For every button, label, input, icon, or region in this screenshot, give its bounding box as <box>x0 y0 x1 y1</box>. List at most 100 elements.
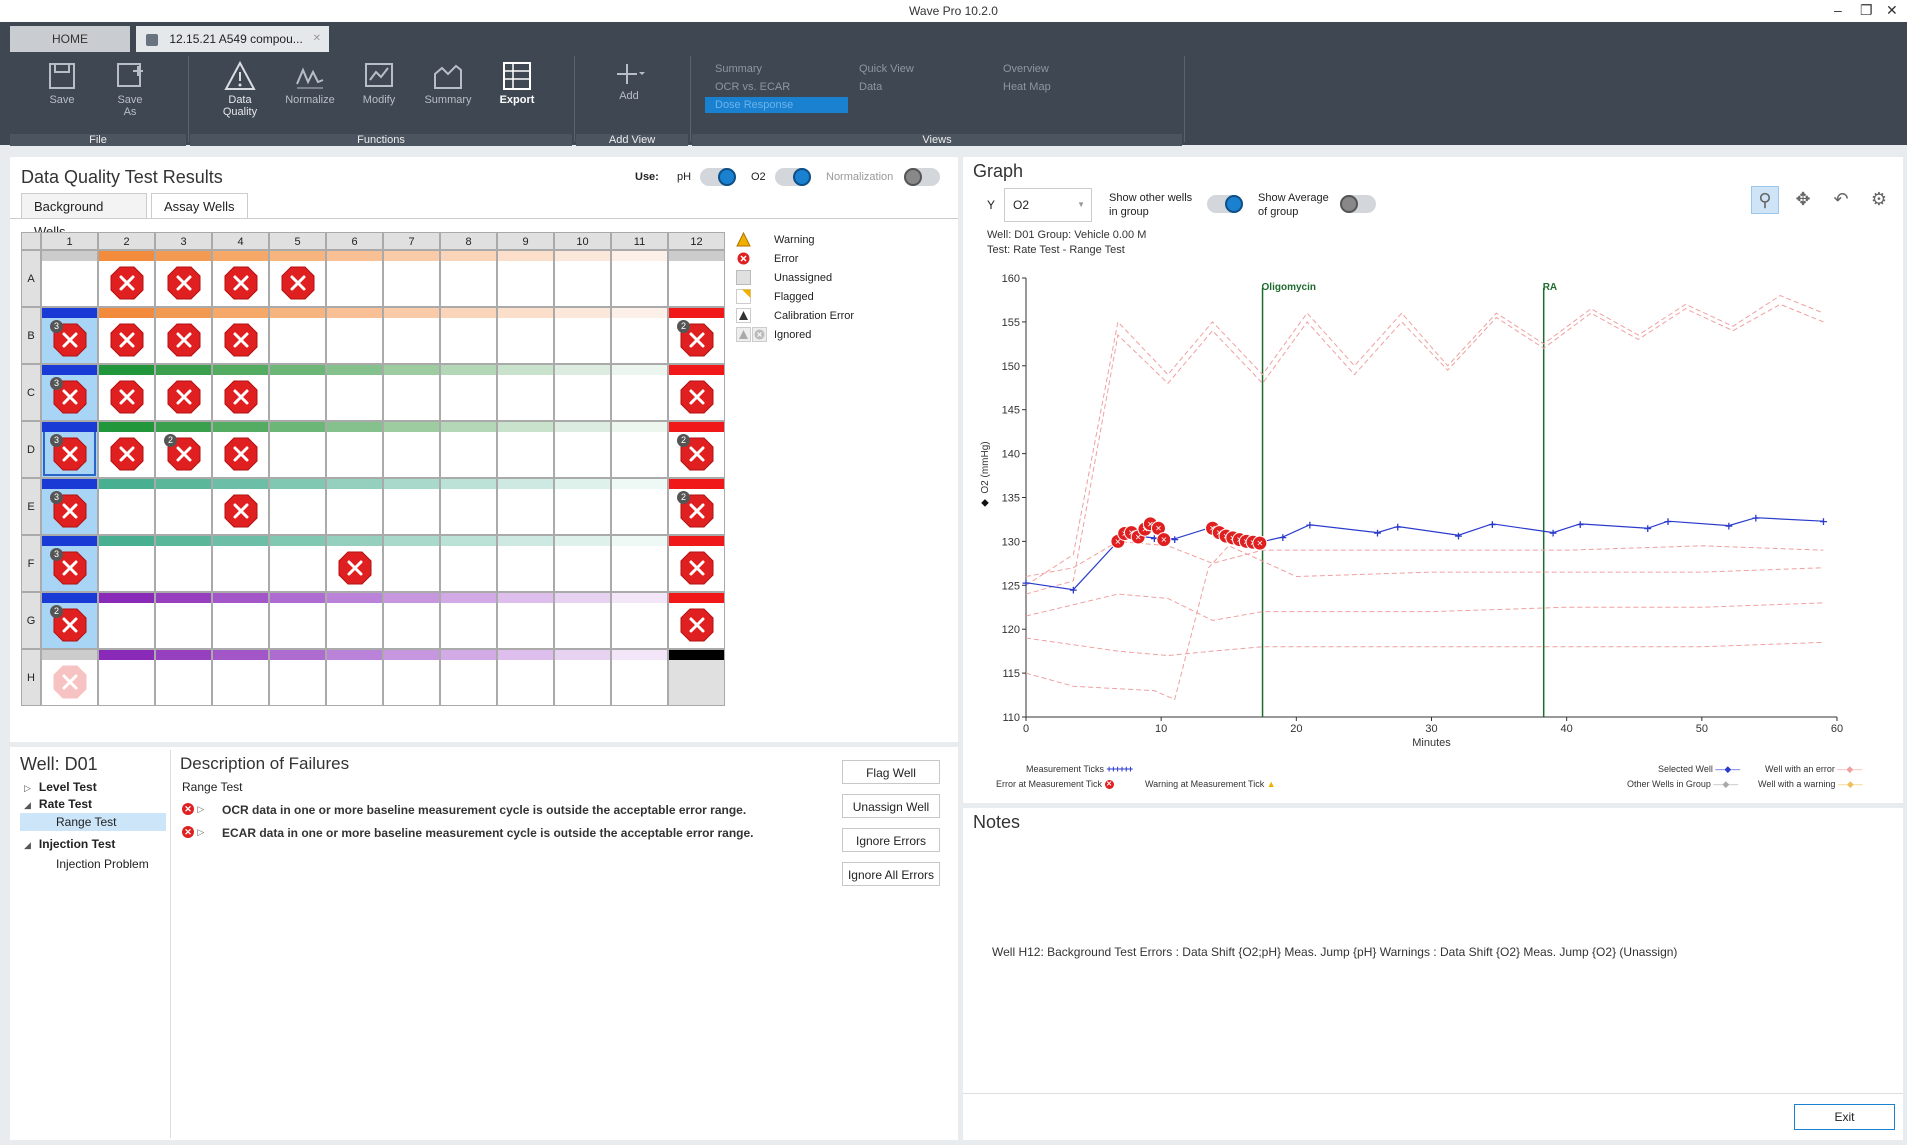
plate-well[interactable] <box>383 250 440 307</box>
plate-well[interactable] <box>668 649 725 706</box>
plate-well[interactable] <box>98 307 155 364</box>
restore-icon[interactable]: ❐ <box>1860 2 1873 18</box>
plate-column-header[interactable]: 4 <box>212 232 269 250</box>
plate-well[interactable] <box>98 421 155 478</box>
export-button[interactable]: Export <box>487 60 547 106</box>
plate-well[interactable] <box>611 535 668 592</box>
plate-well[interactable] <box>269 592 326 649</box>
plate-well[interactable]: 3 <box>41 421 98 478</box>
plate-well[interactable] <box>554 364 611 421</box>
plate-well[interactable] <box>554 592 611 649</box>
plate-well[interactable] <box>269 250 326 307</box>
plate-row-header[interactable]: F <box>21 535 41 592</box>
pan-icon[interactable]: ✥ <box>1795 189 1811 209</box>
y-axis-select[interactable]: O2 ▼ <box>1004 188 1092 222</box>
exit-button[interactable]: Exit <box>1794 1104 1895 1130</box>
plate-well[interactable] <box>326 250 383 307</box>
plate-well[interactable] <box>212 649 269 706</box>
plate-well[interactable] <box>155 478 212 535</box>
plate-row-header[interactable]: G <box>21 592 41 649</box>
plate-well[interactable] <box>326 592 383 649</box>
plate-well[interactable] <box>611 478 668 535</box>
plate-well[interactable] <box>155 649 212 706</box>
plate-well[interactable] <box>497 649 554 706</box>
summary-button[interactable]: Summary <box>418 60 478 106</box>
plate-well[interactable] <box>497 421 554 478</box>
plate-well[interactable] <box>611 307 668 364</box>
notes-text[interactable]: Well H12: Background Test Errors : Data … <box>992 945 1678 959</box>
tab-assay-file[interactable]: 12.15.21 A549 compou... ✕ <box>136 26 329 52</box>
gear-icon[interactable]: ⚙ <box>1870 189 1888 209</box>
plate-well[interactable] <box>668 535 725 592</box>
plate-well[interactable] <box>440 307 497 364</box>
plate-well[interactable] <box>383 478 440 535</box>
plate-well[interactable] <box>668 250 725 307</box>
plate-column-header[interactable]: 10 <box>554 232 611 250</box>
tree-injection-test[interactable]: ◢ Injection Test <box>24 837 116 851</box>
plate-well[interactable] <box>269 364 326 421</box>
plate-column-header[interactable]: 11 <box>611 232 668 250</box>
plate-well[interactable] <box>41 649 98 706</box>
plate-well[interactable] <box>155 307 212 364</box>
plate-column-header[interactable]: 8 <box>440 232 497 250</box>
flag-well-button[interactable]: Flag Well <box>842 760 940 784</box>
plate-well[interactable]: 2 <box>668 421 725 478</box>
tab-close-icon[interactable]: ✕ <box>312 33 321 44</box>
plate-well[interactable] <box>554 307 611 364</box>
plate-well[interactable]: 2 <box>41 592 98 649</box>
plate-well[interactable]: 3 <box>41 364 98 421</box>
plate-well[interactable]: 2 <box>668 307 725 364</box>
view-dose-response-link[interactable]: Dose Response <box>705 97 848 113</box>
plate-column-header[interactable]: 12 <box>668 232 725 250</box>
show-average-toggle[interactable] <box>1340 195 1376 213</box>
plate-well[interactable] <box>98 364 155 421</box>
plate-well[interactable] <box>383 649 440 706</box>
view-quick-view-link[interactable]: Quick View <box>859 63 914 75</box>
ph-toggle[interactable] <box>700 168 736 186</box>
plate-well[interactable] <box>155 592 212 649</box>
zoom-in-icon[interactable]: ⚲ <box>1751 186 1779 214</box>
plate-well[interactable] <box>212 421 269 478</box>
plate-well[interactable] <box>326 421 383 478</box>
view-heat-map-link[interactable]: Heat Map <box>1003 81 1051 93</box>
plate-well[interactable] <box>212 478 269 535</box>
plate-column-header[interactable]: 9 <box>497 232 554 250</box>
close-icon[interactable]: ✕ <box>1886 2 1898 18</box>
plate-well[interactable] <box>41 250 98 307</box>
plate-well[interactable] <box>326 535 383 592</box>
plate-well[interactable] <box>554 250 611 307</box>
plate-well[interactable] <box>611 649 668 706</box>
plate-well[interactable] <box>440 649 497 706</box>
plate-row-header[interactable]: E <box>21 478 41 535</box>
failure-row[interactable]: OCR data in one or more baseline measure… <box>222 803 747 817</box>
plate-well[interactable] <box>554 478 611 535</box>
plate-well[interactable]: 2 <box>155 421 212 478</box>
plate-column-header[interactable]: 3 <box>155 232 212 250</box>
plate-well[interactable] <box>269 421 326 478</box>
plate-well[interactable]: 2 <box>668 478 725 535</box>
plate-row-header[interactable]: A <box>21 250 41 307</box>
plate-column-header[interactable]: 7 <box>383 232 440 250</box>
plate-well[interactable] <box>383 364 440 421</box>
plate-well[interactable] <box>668 364 725 421</box>
plate-well[interactable] <box>98 592 155 649</box>
tree-range-test[interactable]: Range Test <box>20 813 166 831</box>
plate-well[interactable] <box>98 535 155 592</box>
plate-column-header[interactable]: 1 <box>41 232 98 250</box>
normalization-toggle[interactable] <box>904 168 940 186</box>
tree-rate-test[interactable]: ◢ Rate Test <box>24 797 93 811</box>
plate-well[interactable] <box>440 250 497 307</box>
undo-icon[interactable]: ↶ <box>1833 189 1849 209</box>
plate-well[interactable] <box>155 535 212 592</box>
plate-row-header[interactable]: D <box>21 421 41 478</box>
plate-well[interactable] <box>326 364 383 421</box>
plate-well[interactable] <box>269 478 326 535</box>
plate-well[interactable] <box>269 535 326 592</box>
plate-column-header[interactable]: 6 <box>326 232 383 250</box>
plate-well[interactable] <box>212 307 269 364</box>
plate-well[interactable] <box>440 421 497 478</box>
plate-well[interactable] <box>497 250 554 307</box>
tab-background-wells[interactable]: Background Wells <box>21 193 147 239</box>
failure-row[interactable]: ECAR data in one or more baseline measur… <box>222 826 754 840</box>
plate-column-header[interactable]: 2 <box>98 232 155 250</box>
